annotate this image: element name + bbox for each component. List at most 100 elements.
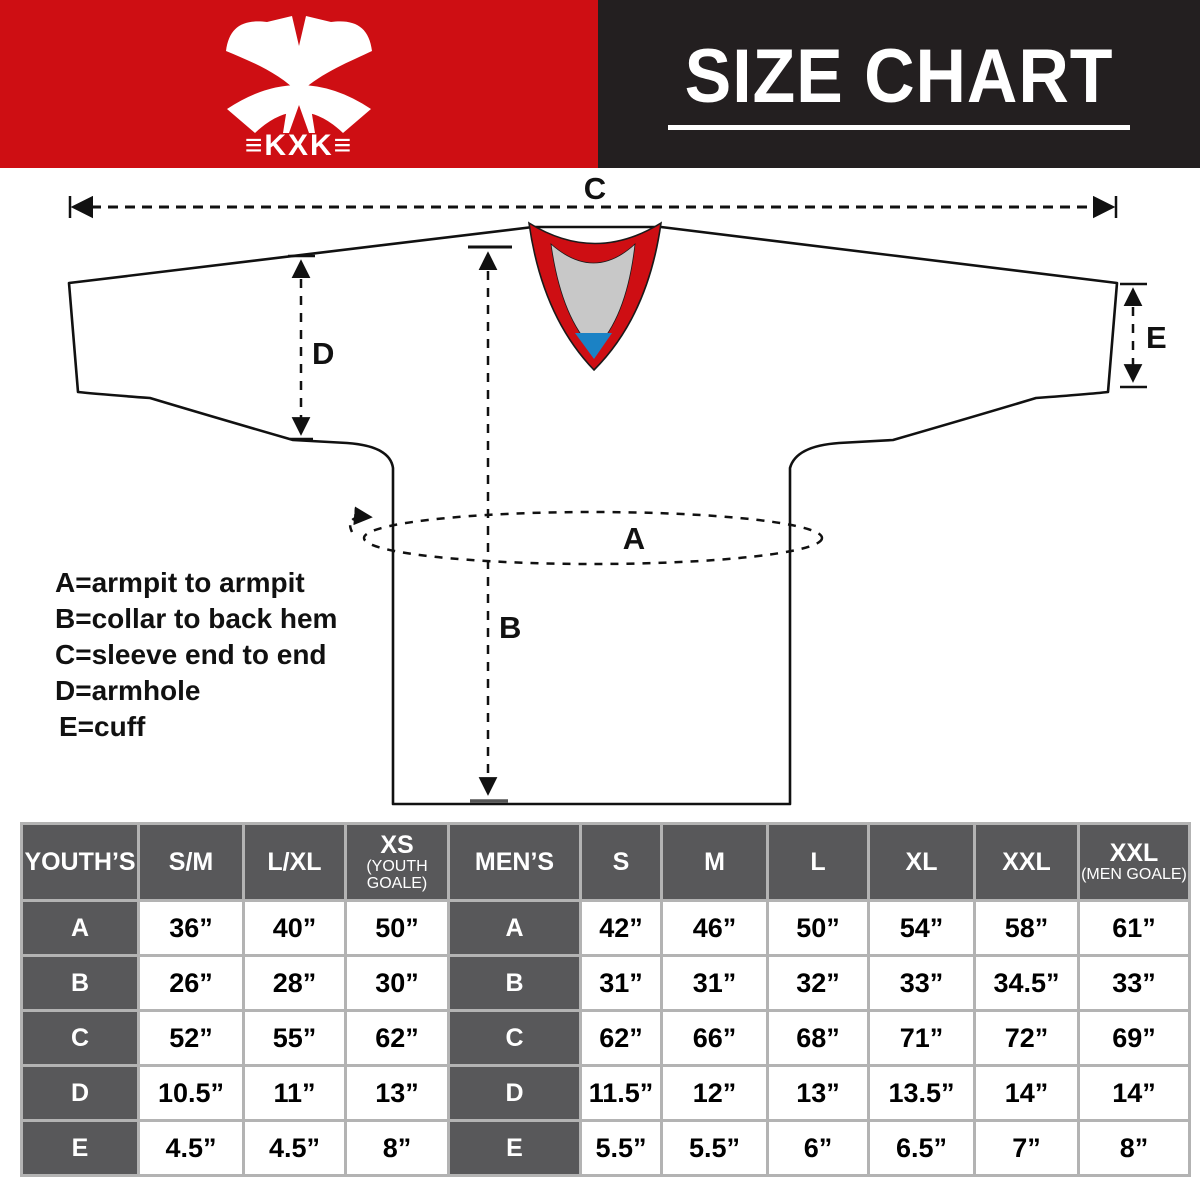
measurement-legend: A=armpit to armpit B=collar to back hem … xyxy=(55,567,337,742)
col-header-m: M xyxy=(660,822,769,902)
size-value-cell: 12” xyxy=(660,1064,769,1122)
row-label-cell: A xyxy=(20,899,140,957)
size-value-cell: 4.5” xyxy=(242,1119,347,1177)
size-table: YOUTH’S S/M L/XL XS (YOUTH GOALE) MEN’S … xyxy=(20,822,1191,1177)
row-label-cell: C xyxy=(20,1009,140,1067)
row-label-cell: D xyxy=(20,1064,140,1122)
measure-e-arrow xyxy=(1120,282,1147,389)
size-value-cell: 72” xyxy=(973,1009,1080,1067)
size-value-cell: 50” xyxy=(766,899,870,957)
collar-blue-insert xyxy=(575,333,612,359)
col-header-l: L xyxy=(766,822,870,902)
title-panel: SIZE CHART xyxy=(598,0,1200,168)
row-label-cell: D xyxy=(447,1064,582,1122)
size-value-cell: 5.5” xyxy=(660,1119,769,1177)
size-value-cell: 46” xyxy=(660,899,769,957)
jersey-measurement-diagram: C D B E A A=armpit xyxy=(55,171,1167,806)
measure-a-ellipse xyxy=(348,506,824,566)
collar xyxy=(527,221,663,372)
size-value-cell: 5.5” xyxy=(579,1119,663,1177)
table-row-c: C 52” 55” 62” C 62” 66” 68” 71” 72” 69” xyxy=(20,1009,1191,1067)
size-value-cell: 68” xyxy=(766,1009,870,1067)
collar-gray-inner xyxy=(550,242,636,349)
size-value-cell: 32” xyxy=(766,954,870,1012)
size-value-cell: 28” xyxy=(242,954,347,1012)
size-value-cell: 13.5” xyxy=(867,1064,976,1122)
measure-d-arrow xyxy=(288,254,315,441)
size-value-cell: 42” xyxy=(579,899,663,957)
size-value-cell: 52” xyxy=(137,1009,245,1067)
table-header-row: YOUTH’S S/M L/XL XS (YOUTH GOALE) MEN’S … xyxy=(20,822,1191,902)
legend-line-b: B=collar to back hem xyxy=(55,603,337,634)
size-value-cell: 33” xyxy=(867,954,976,1012)
measure-label-e: E xyxy=(1146,320,1167,355)
size-value-cell: 6.5” xyxy=(867,1119,976,1177)
size-value-cell: 13” xyxy=(766,1064,870,1122)
size-value-cell: 31” xyxy=(579,954,663,1012)
size-value-cell: 31” xyxy=(660,954,769,1012)
size-value-cell: 54” xyxy=(867,899,976,957)
row-label-cell: C xyxy=(447,1009,582,1067)
size-value-cell: 8” xyxy=(344,1119,450,1177)
brand-panel: ≡KXK≡ xyxy=(0,0,598,168)
size-value-cell: 14” xyxy=(1077,1064,1191,1122)
col-header-mens: MEN’S xyxy=(447,822,582,902)
row-label-cell: A xyxy=(447,899,582,957)
size-value-cell: 4.5” xyxy=(137,1119,245,1177)
measure-c-arrow xyxy=(68,195,1118,219)
col-header-s: S xyxy=(579,822,663,902)
col-header-sm: S/M xyxy=(137,822,245,902)
size-value-cell: 8” xyxy=(1077,1119,1191,1177)
kxk-wordmark: ≡KXK≡ xyxy=(245,129,353,162)
size-value-cell: 30” xyxy=(344,954,450,1012)
measure-label-b: B xyxy=(499,610,521,645)
col-header-youths: YOUTH’S xyxy=(20,822,140,902)
legend-line-c: C=sleeve end to end xyxy=(55,639,327,670)
size-value-cell: 13” xyxy=(344,1064,450,1122)
measure-label-d: D xyxy=(312,336,334,371)
size-value-cell: 61” xyxy=(1077,899,1191,957)
measure-label-c: C xyxy=(584,171,606,206)
size-value-cell: 11” xyxy=(242,1064,347,1122)
table-row-d: D 10.5” 11” 13” D 11.5” 12” 13” 13.5” 14… xyxy=(20,1064,1191,1122)
size-value-cell: 62” xyxy=(579,1009,663,1067)
legend-line-a: A=armpit to armpit xyxy=(55,567,305,598)
jersey-outline xyxy=(67,225,1119,806)
page-title: SIZE CHART xyxy=(684,33,1114,119)
col-header-xxl-men-goalie: XXL (MEN GOALE) xyxy=(1077,822,1191,902)
size-value-cell: 50” xyxy=(344,899,450,957)
size-value-cell: 55” xyxy=(242,1009,347,1067)
size-value-cell: 10.5” xyxy=(137,1064,245,1122)
size-value-cell: 71” xyxy=(867,1009,976,1067)
col-header-xl: XL xyxy=(867,822,976,902)
size-value-cell: 11.5” xyxy=(579,1064,663,1122)
legend-line-e: E=cuff xyxy=(59,711,146,742)
size-value-cell: 14” xyxy=(973,1064,1080,1122)
size-value-cell: 62” xyxy=(344,1009,450,1067)
row-label-cell: B xyxy=(20,954,140,1012)
size-value-cell: 40” xyxy=(242,899,347,957)
title-underline xyxy=(668,124,1130,130)
size-value-cell: 58” xyxy=(973,899,1080,957)
size-value-cell: 6” xyxy=(766,1119,870,1177)
table-row-e: E 4.5” 4.5” 8” E 5.5” 5.5” 6” 6.5” 7” 8” xyxy=(20,1119,1191,1177)
table-row-a: A 36” 40” 50” A 42” 46” 50” 54” 58” 61” xyxy=(20,899,1191,957)
col-header-xxl: XXL xyxy=(973,822,1080,902)
kxk-logo: ≡KXK≡ xyxy=(226,16,372,162)
legend-line-d: D=armhole xyxy=(55,675,201,706)
size-value-cell: 7” xyxy=(973,1119,1080,1177)
table-row-b: B 26” 28” 30” B 31” 31” 32” 33” 34.5” 33… xyxy=(20,954,1191,1012)
measure-label-a: A xyxy=(623,521,645,556)
size-value-cell: 69” xyxy=(1077,1009,1191,1067)
size-value-cell: 36” xyxy=(137,899,245,957)
kxk-emblem-icon xyxy=(226,16,372,133)
col-header-lxl: L/XL xyxy=(242,822,347,902)
size-value-cell: 26” xyxy=(137,954,245,1012)
row-label-cell: E xyxy=(447,1119,582,1177)
measure-b-arrow xyxy=(468,245,512,803)
size-value-cell: 34.5” xyxy=(973,954,1080,1012)
row-label-cell: B xyxy=(447,954,582,1012)
size-value-cell: 66” xyxy=(660,1009,769,1067)
size-value-cell: 33” xyxy=(1077,954,1191,1012)
